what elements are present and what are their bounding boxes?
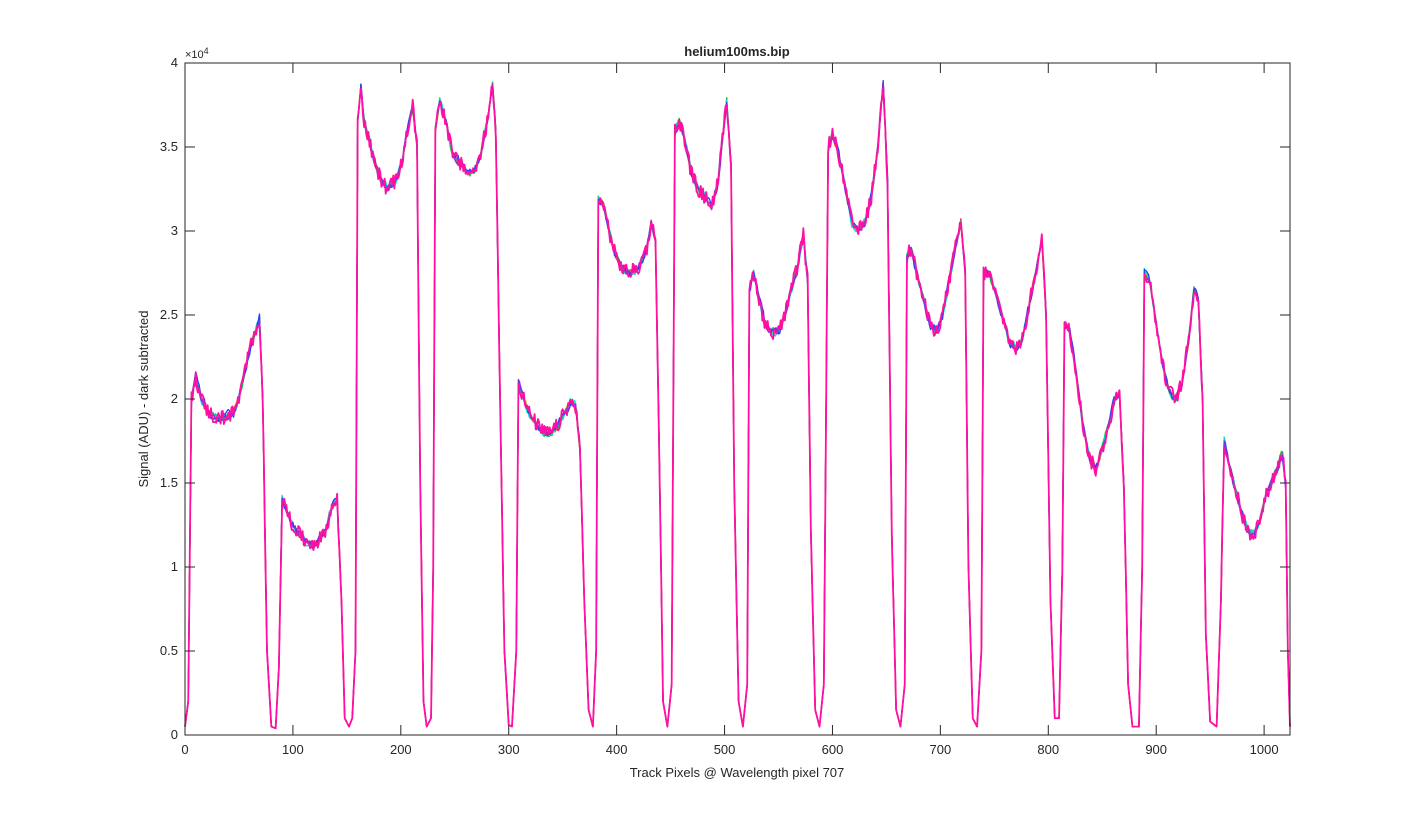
y-tick-label-5000: 0.5	[160, 643, 178, 658]
series-lines	[184, 79, 1291, 730]
x-tick-label-500: 500	[714, 742, 736, 757]
y-tick-label-25000: 2.5	[160, 307, 178, 322]
y-exponent-label: ×104	[185, 46, 209, 61]
chart-title: helium100ms.bip	[684, 44, 790, 59]
axis-ticks: 0 100 200 300 400 500 600 700 800 900 1000 0 0.5 1 1.5…	[160, 55, 1290, 757]
y-tick-label-30000: 3	[171, 223, 178, 238]
y-tick-label-35000: 3.5	[160, 139, 178, 154]
y-tick-label-10000: 1	[171, 559, 178, 574]
x-axis-label: Track Pixels @ Wavelength pixel 707	[630, 765, 845, 780]
y-axis-label: Signal (ADU) - dark subtracted	[136, 310, 151, 487]
y-tick-label-0: 0	[171, 727, 178, 742]
x-tick-label-900: 900	[1145, 742, 1167, 757]
x-tick-label-800: 800	[1037, 742, 1059, 757]
y-tick-label-15000: 1.5	[160, 475, 178, 490]
plot-frame	[184, 62, 1291, 736]
x-tick-label-200: 200	[390, 742, 412, 757]
x-tick-label-700: 700	[930, 742, 952, 757]
x-tick-label-600: 600	[822, 742, 844, 757]
y-tick-label-20000: 2	[171, 391, 178, 406]
x-tick-label-300: 300	[498, 742, 520, 757]
y-exponent-power: 4	[204, 46, 209, 56]
series-line-7	[184, 84, 1291, 730]
x-tick-label-400: 400	[606, 742, 628, 757]
x-tick-label-100: 100	[282, 742, 304, 757]
y-exponent-base: ×10	[185, 49, 204, 61]
x-tick-label-1000: 1000	[1250, 742, 1279, 757]
y-tick-label-40000: 4	[171, 55, 178, 70]
x-tick-label-0: 0	[181, 742, 188, 757]
